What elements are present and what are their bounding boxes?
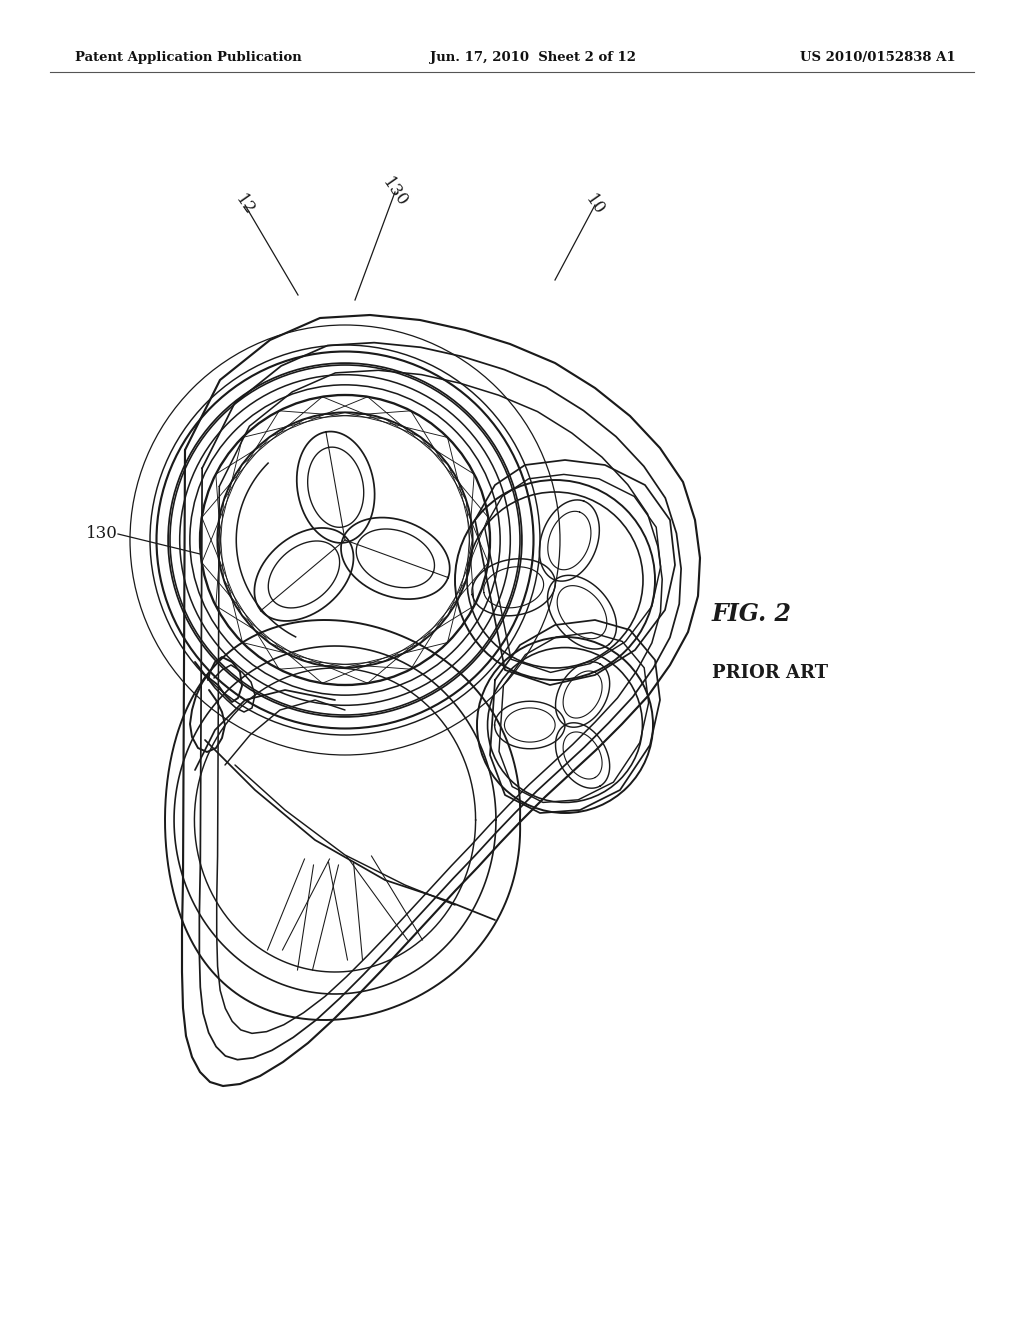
Text: 130: 130 [379,174,411,210]
Text: Patent Application Publication: Patent Application Publication [75,50,302,63]
Text: US 2010/0152838 A1: US 2010/0152838 A1 [800,50,955,63]
Text: 10: 10 [582,191,608,219]
Text: 130: 130 [86,525,118,543]
Text: 12: 12 [232,191,258,219]
Text: Jun. 17, 2010  Sheet 2 of 12: Jun. 17, 2010 Sheet 2 of 12 [430,50,636,63]
Text: PRIOR ART: PRIOR ART [712,664,827,682]
Text: FIG. 2: FIG. 2 [712,602,792,626]
